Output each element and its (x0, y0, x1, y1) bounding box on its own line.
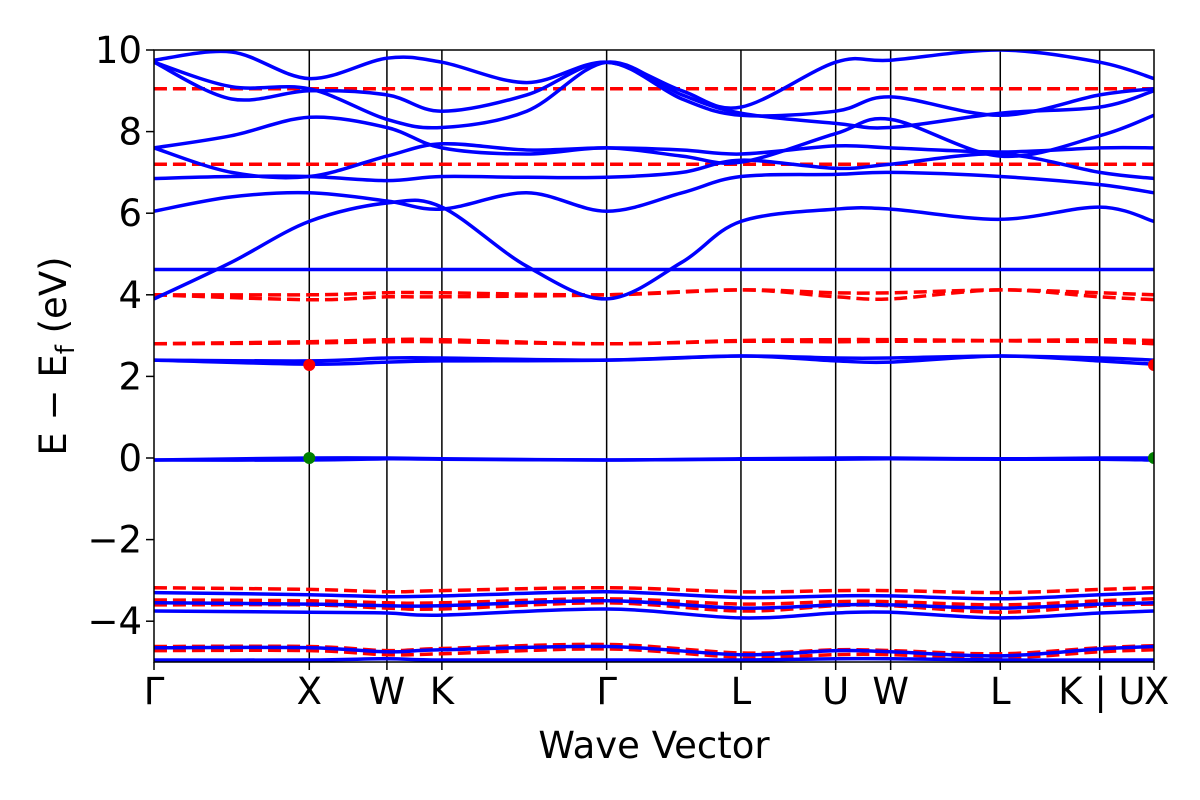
x-tick-label: L (731, 670, 752, 713)
y-tick-label: −4 (87, 600, 142, 643)
y-tick-label: 2 (118, 355, 142, 398)
y-tick-label: −2 (87, 519, 142, 562)
band-edge-point (1148, 358, 1154, 371)
y-axis-title-unit: (eV) (32, 256, 75, 345)
x-tick-label: Γ (144, 670, 165, 713)
dashed-band-line (154, 288, 1154, 302)
solid-band-line (154, 113, 1154, 165)
y-axis-title-subscript: f (51, 344, 81, 354)
x-tick-label: W (872, 670, 909, 713)
band-edge-point (303, 358, 316, 371)
dashed-band-line (154, 597, 1154, 607)
x-axis-title: Wave Vector (538, 724, 770, 767)
solid-band-line (154, 170, 1154, 213)
x-tick-label: W (369, 670, 406, 713)
solid-band-line (154, 590, 1154, 601)
solid-band-line (154, 152, 1154, 183)
y-tick-label: 10 (95, 29, 142, 72)
dashed-band-line (154, 647, 1154, 660)
plot-frame (153, 49, 1155, 663)
band-lines (154, 50, 1154, 662)
dashed-band-line (154, 337, 1154, 346)
x-tick-label: U (822, 670, 849, 713)
y-tick-label: 6 (118, 192, 142, 235)
y-tick-label: 4 (118, 274, 142, 317)
solid-band-line (154, 198, 1154, 301)
solid-band-line (154, 354, 1154, 366)
x-tick-label: X (297, 670, 322, 713)
solid-band-line (154, 60, 1154, 118)
y-tick-label: 0 (118, 437, 142, 480)
solid-band-series (154, 50, 1154, 662)
solid-band-line (154, 456, 1154, 462)
y-axis-title: E − Ef (eV) (32, 256, 81, 455)
solid-band-line (154, 656, 1154, 662)
solid-band-line (154, 599, 1154, 610)
y-axis-ticks: −4 −2 0 2 4 6 8 10 (87, 29, 154, 643)
x-tick-label: Γ (596, 670, 617, 713)
y-tick-label: 8 (118, 111, 142, 154)
band-edge-markers (303, 358, 1154, 464)
x-tick-label: K | U (1058, 670, 1145, 713)
band-edge-point (303, 452, 316, 464)
solid-band-line (154, 141, 1154, 180)
solid-band-line (154, 644, 1154, 658)
y-axis-title-main: E − E (32, 354, 75, 455)
dashed-band-line (154, 585, 1154, 595)
plot-area (154, 50, 1154, 662)
band-edge-point (1148, 452, 1154, 464)
x-tick-label: L (990, 670, 1011, 713)
x-tick-label: X (1144, 670, 1169, 713)
solid-band-line (154, 607, 1154, 620)
x-tick-label: K (430, 670, 456, 713)
